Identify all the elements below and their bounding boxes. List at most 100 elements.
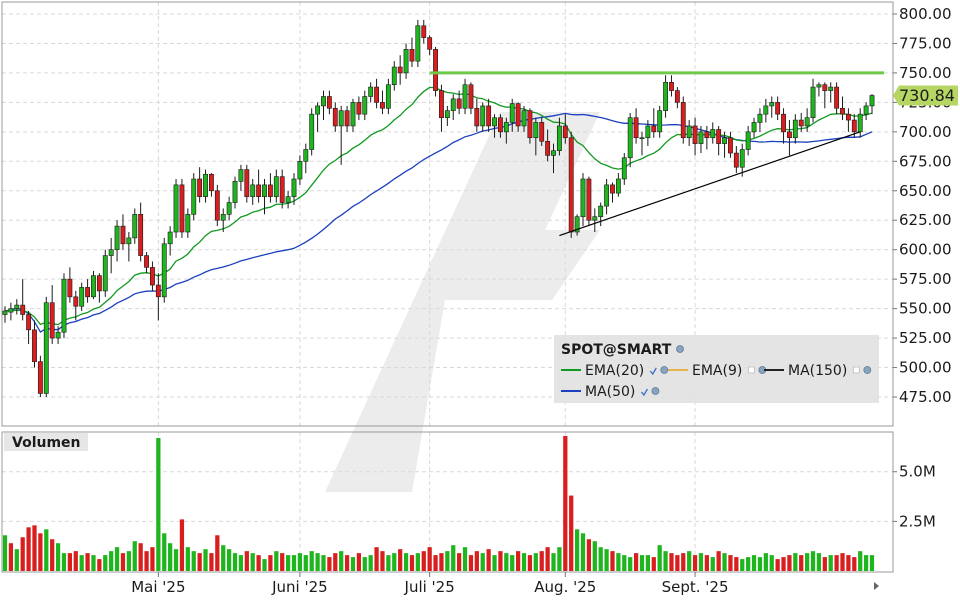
volume-bar (663, 551, 668, 571)
candle (680, 96, 686, 144)
candle (739, 143, 745, 177)
price-tick-label: 775.00 (899, 34, 952, 52)
volume-bar (162, 533, 167, 571)
candle-body (580, 178, 586, 217)
volume-bar (215, 535, 220, 571)
candle (810, 78, 816, 123)
legend-settings-icon[interactable] (660, 366, 669, 374)
candle-body (710, 129, 716, 139)
volume-bar (421, 551, 426, 571)
volume-bar (746, 557, 751, 571)
last-price-tag-shape (893, 85, 958, 106)
support-trendline[interactable] (559, 131, 861, 237)
candle-body (698, 131, 704, 144)
legend-label: MA(50) (585, 384, 635, 400)
legend-item[interactable]: EMA(9) (668, 363, 767, 379)
candle (262, 178, 267, 215)
candle-body (480, 105, 486, 127)
candle-body (321, 96, 326, 107)
volume-bar (303, 555, 308, 571)
volume-bar (374, 547, 379, 571)
candle (161, 237, 167, 303)
candle (14, 299, 20, 315)
candle (43, 296, 49, 397)
candle-body (85, 287, 90, 298)
candle (368, 82, 374, 103)
candle-body (680, 102, 686, 139)
candle (551, 143, 556, 174)
candle (332, 102, 338, 132)
legend-check-icon[interactable] (640, 388, 648, 397)
legend-box: SPOT@SMART EMA(20) EMA(9) MA(150) MA(50) (554, 335, 879, 403)
candle (521, 105, 527, 132)
candle-body (14, 304, 20, 309)
volume-bars-group (2, 436, 875, 571)
candle-body (315, 105, 321, 115)
legend-item[interactable]: EMA(20) (561, 363, 669, 379)
volume-bar (521, 553, 527, 571)
candle (55, 326, 61, 344)
legend-check-icon[interactable] (649, 367, 657, 376)
candle-body (108, 249, 114, 256)
candle-body (686, 125, 692, 139)
candle-body (303, 149, 309, 162)
scroll-right-arrow-icon[interactable] (874, 582, 879, 590)
x-tick-label: Mai '25 (131, 578, 185, 596)
legend-checkbox-icon[interactable] (747, 366, 755, 374)
candle-body (586, 178, 592, 221)
candle-body (262, 184, 267, 197)
legend-settings-icon[interactable] (651, 387, 660, 395)
volume-bar (168, 543, 173, 571)
volume-bar (2, 535, 8, 571)
candle-body (244, 169, 250, 197)
volume-bar (740, 559, 745, 571)
volume-bar (834, 555, 839, 571)
candle (409, 37, 415, 68)
candle-body (279, 176, 285, 203)
volume-bar (804, 553, 810, 571)
volume-bar (132, 541, 137, 571)
candle-body (91, 275, 96, 298)
candle (214, 184, 220, 227)
candle (828, 82, 834, 103)
candle (155, 273, 161, 321)
candle (527, 108, 533, 144)
candle (91, 270, 96, 300)
candle-body (621, 157, 627, 180)
candle-body (450, 98, 456, 111)
candle (138, 202, 144, 262)
ema20-line-group (4, 86, 873, 326)
candle (645, 120, 651, 146)
candle-body (126, 237, 132, 245)
volume-bar (79, 555, 84, 571)
candle (197, 167, 203, 203)
legend-label: EMA(20) (585, 363, 644, 379)
candle-body (633, 117, 639, 139)
candle (716, 125, 722, 156)
candle (633, 108, 639, 144)
volume-bar (238, 555, 244, 571)
legend-item[interactable]: MA(150) (764, 363, 872, 379)
candle-body (869, 95, 875, 107)
volume-bar (610, 551, 615, 571)
volume-bar (616, 553, 621, 571)
legend-settings-icon[interactable] (863, 366, 872, 374)
legend-item[interactable]: MA(50) (561, 384, 660, 400)
legend-title-settings-icon[interactable] (676, 345, 684, 353)
candle-body (598, 205, 604, 217)
volume-bar (197, 553, 202, 571)
candle (279, 169, 285, 209)
candle-body (380, 102, 385, 109)
legend-checkbox-icon[interactable] (852, 366, 860, 374)
candle-body (37, 361, 43, 394)
candle-body (527, 110, 533, 139)
candle (144, 252, 149, 274)
candle-body (338, 110, 344, 127)
candle-body (232, 181, 238, 203)
candle-body (503, 122, 509, 133)
price-tick-label: 500.00 (899, 359, 952, 377)
volume-bar (563, 436, 568, 571)
volume-bar (863, 555, 869, 571)
